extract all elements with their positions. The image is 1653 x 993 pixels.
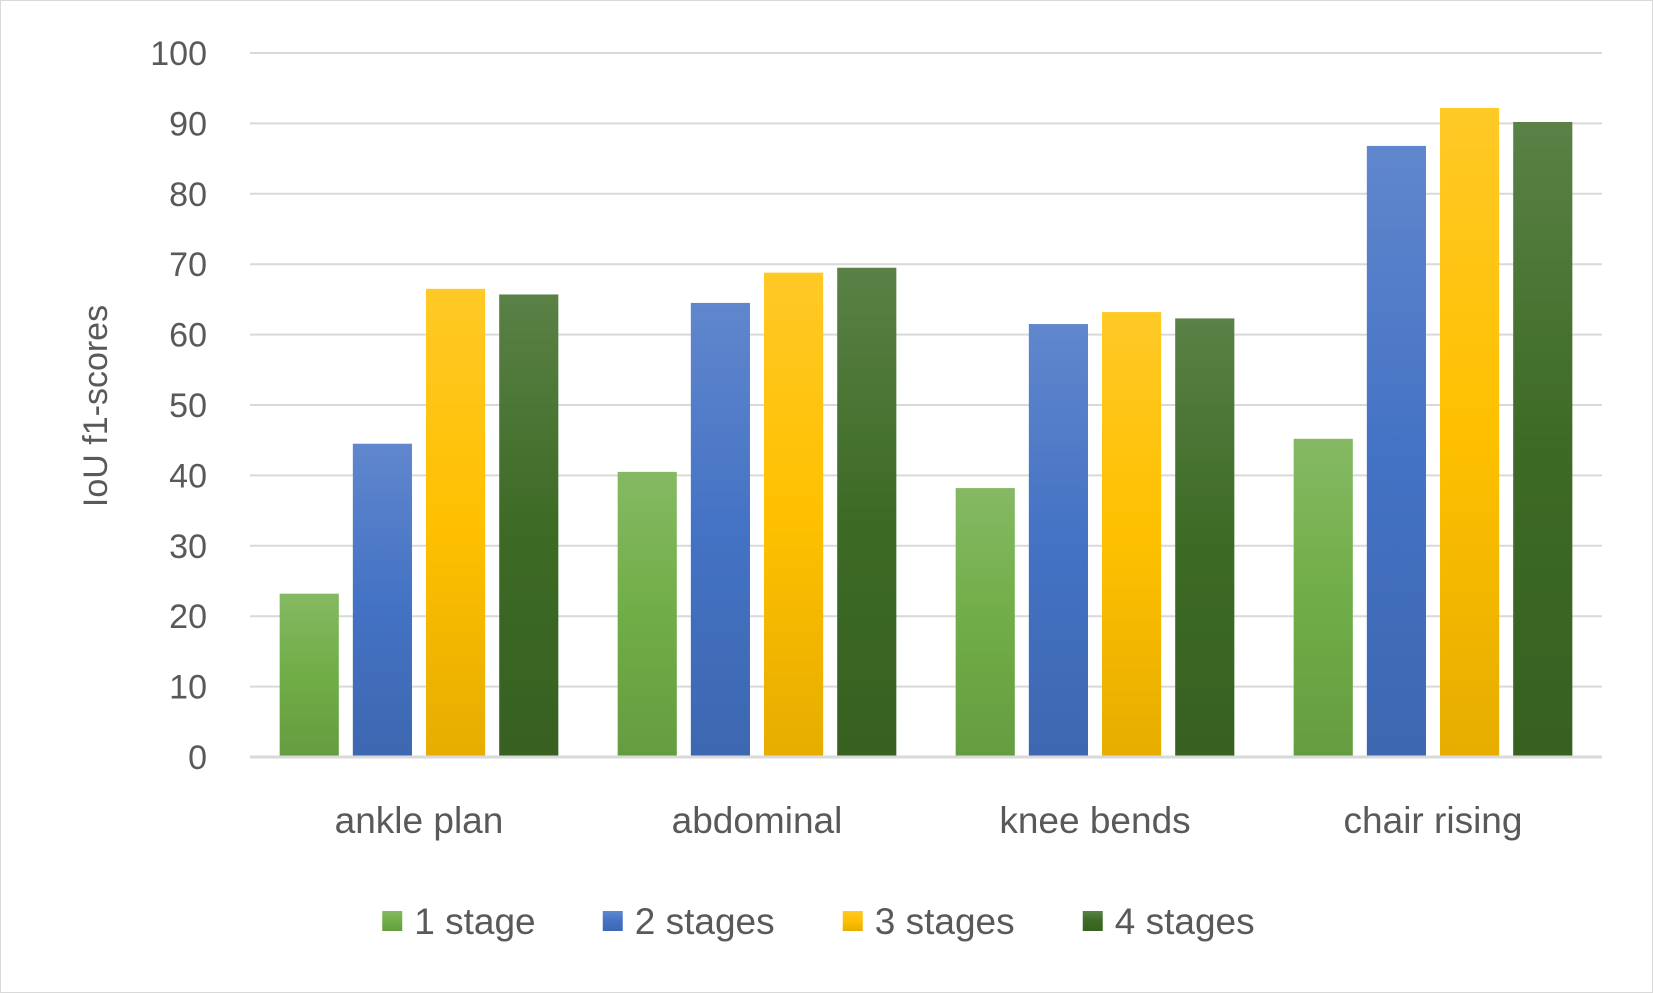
- y-axis-ticks: 0 10 20 30 40 50 60 70 80 90 100: [150, 35, 207, 777]
- bar-abdominal-1-stage: [617, 471, 677, 757]
- x-category-label: abdominal: [672, 800, 843, 841]
- y-tick-label: 40: [169, 457, 207, 495]
- bar-knee-bends-4-stages: [1175, 318, 1235, 757]
- bar-chair-rising-4-stages: [1513, 121, 1573, 757]
- bar-abdominal-2-stages: [690, 302, 750, 757]
- y-axis-label: IoU f1-scores: [77, 305, 115, 507]
- bar-ankle-plan-2-stages: [352, 443, 412, 757]
- legend-label-2-stages: 2 stages: [635, 901, 775, 942]
- y-tick-label: 80: [169, 176, 207, 214]
- bar-chair-rising-3-stages: [1440, 107, 1500, 758]
- bar-chair-rising-1-stage: [1293, 438, 1353, 757]
- y-tick-label: 50: [169, 387, 207, 425]
- x-axis-categories: ankle plan abdominal knee bends chair risin…: [335, 800, 1523, 841]
- bar-knee-bends-3-stages: [1102, 312, 1162, 757]
- legend-label-1-stage: 1 stage: [414, 901, 535, 942]
- bar-chair-rising-2-stages: [1366, 145, 1426, 758]
- y-tick-label: 0: [188, 739, 207, 777]
- bar-knee-bends-1-stage: [955, 488, 1015, 757]
- y-tick-label: 60: [169, 317, 207, 355]
- bars: [279, 107, 1573, 758]
- legend-label-3-stages: 3 stages: [875, 901, 1015, 942]
- x-category-label: chair rising: [1344, 800, 1523, 841]
- x-category-label: ankle plan: [335, 800, 504, 841]
- bar-knee-bends-2-stages: [1028, 324, 1088, 757]
- y-tick-label: 20: [169, 598, 207, 636]
- bar-abdominal-4-stages: [837, 267, 897, 757]
- y-tick-label: 10: [169, 669, 207, 707]
- legend: 1 stage 2 stages 3 stages 4 stages: [382, 901, 1255, 942]
- legend-swatch-3-stages: [842, 911, 863, 931]
- bar-ankle-plan-1-stage: [279, 593, 339, 757]
- bar-ankle-plan-4-stages: [499, 294, 559, 757]
- legend-swatch-2-stages: [602, 911, 623, 931]
- bar-abdominal-3-stages: [764, 272, 824, 757]
- legend-label-4-stages: 4 stages: [1115, 901, 1255, 942]
- bar-ankle-plan-3-stages: [426, 288, 486, 757]
- legend-swatch-1-stage: [382, 911, 403, 931]
- y-tick-label: 70: [169, 246, 207, 284]
- y-tick-label: 90: [169, 105, 207, 143]
- y-tick-label: 30: [169, 528, 207, 566]
- x-category-label: knee bends: [999, 800, 1190, 841]
- legend-swatch-4-stages: [1082, 911, 1103, 931]
- y-tick-label: 100: [150, 35, 207, 73]
